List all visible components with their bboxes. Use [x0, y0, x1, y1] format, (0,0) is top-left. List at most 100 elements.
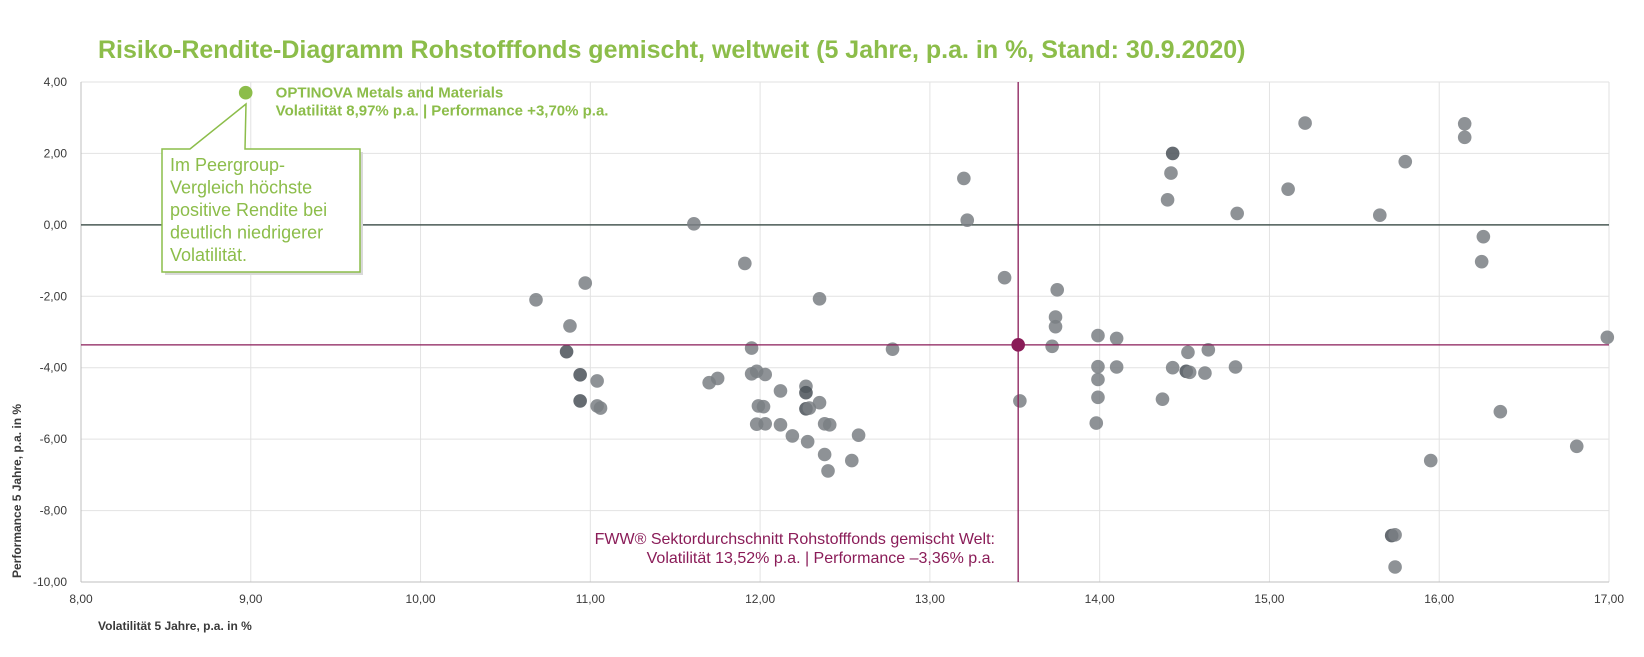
x-axis-label: Volatilität 5 Jahre, p.a. in %: [98, 619, 252, 633]
data-point: [1050, 283, 1065, 297]
data-point: [812, 291, 827, 306]
data-point: [590, 374, 604, 388]
y-axis-label: Performance 5 Jahre, p.a. in %: [10, 404, 24, 578]
data-point: [1281, 182, 1295, 196]
data-point: [1388, 560, 1402, 574]
data-point: [800, 434, 815, 449]
data-point: [1091, 359, 1105, 374]
data-point: [957, 171, 971, 186]
y-tick-label: 0,00: [44, 218, 68, 232]
data-point: [817, 447, 832, 462]
y-tick-label: -10,00: [33, 575, 67, 589]
y-tick-label: -4,00: [40, 361, 68, 375]
data-point: [1228, 360, 1243, 374]
y-tick-label: 4,00: [44, 75, 68, 89]
x-tick-label: 8,00: [69, 592, 93, 606]
y-tick-label: -8,00: [40, 504, 68, 518]
data-points: [529, 116, 1615, 574]
data-point: [573, 394, 587, 408]
data-point: [799, 385, 813, 400]
callout-line: Vergleich höchste: [170, 178, 312, 198]
data-point: [773, 384, 788, 398]
y-tick-label: -6,00: [40, 432, 68, 446]
data-point: [1457, 130, 1472, 145]
annotations: OPTINOVA Metals and MaterialsVolatilität…: [81, 82, 1609, 582]
x-tick-label: 15,00: [1254, 592, 1284, 606]
callout-box: [161, 102, 361, 273]
data-point: [1476, 229, 1491, 244]
data-point: [1013, 394, 1027, 408]
data-point: [578, 276, 593, 290]
data-point: [1230, 206, 1244, 221]
data-point: [758, 367, 773, 382]
data-point: [529, 293, 543, 307]
x-tick-label: 12,00: [745, 592, 775, 606]
highlight-detail: Volatilität 8,97% p.a. | Performance +3,…: [276, 103, 609, 120]
data-point: [1398, 154, 1413, 169]
x-tick-label: 13,00: [915, 592, 945, 606]
x-tick-label: 10,00: [406, 592, 436, 606]
average-point: [1011, 338, 1025, 352]
data-point: [1600, 330, 1615, 345]
chart-title: Risiko-Rendite-Diagramm Rohstofffonds ge…: [98, 36, 1245, 64]
data-point: [593, 401, 608, 415]
x-tick-label: 17,00: [1594, 592, 1624, 606]
data-point: [573, 368, 587, 382]
data-point: [1388, 528, 1402, 542]
data-point: [738, 256, 752, 271]
data-point: [1423, 453, 1438, 468]
data-point: [1089, 416, 1104, 430]
x-tick-label: 9,00: [239, 592, 263, 606]
data-point: [1091, 328, 1105, 343]
data-point: [1155, 392, 1170, 406]
data-point: [785, 429, 800, 443]
highlight-point: [238, 85, 253, 100]
callout-line: deutlich niedrigerer: [170, 223, 323, 243]
data-point: [744, 341, 759, 355]
data-point: [1160, 193, 1175, 207]
data-point: [1198, 366, 1212, 380]
data-point: [822, 418, 837, 432]
axes: 8,00 9,00 10,00 11,00 12,00 13,00 14,00 15,00 16…: [33, 75, 1624, 606]
data-point: [1048, 319, 1063, 334]
x-tick-label: 11,00: [576, 592, 605, 606]
data-point: [773, 418, 788, 432]
data-point: [1373, 208, 1387, 223]
data-point: [559, 344, 574, 359]
data-point: [821, 464, 835, 478]
data-point: [1165, 146, 1180, 161]
data-point: [687, 216, 701, 231]
data-point: [1182, 365, 1197, 380]
data-point: [812, 395, 827, 410]
callout-line: Volatilität.: [170, 245, 247, 265]
data-point: [710, 371, 725, 386]
data-point: [1201, 343, 1216, 357]
data-point: [844, 453, 859, 468]
data-point: [1109, 360, 1124, 374]
data-point: [1164, 166, 1178, 180]
callout-line: positive Rendite bei: [170, 200, 327, 220]
data-point: [1165, 360, 1180, 375]
data-point: [1091, 372, 1105, 387]
data-point: [960, 213, 975, 228]
data-point: [1569, 439, 1584, 454]
data-point: [885, 342, 900, 356]
data-point: [756, 399, 771, 414]
data-point: [1045, 339, 1059, 354]
data-point: [997, 270, 1012, 285]
data-point: [758, 416, 773, 431]
y-tick-label: -2,00: [40, 289, 68, 303]
data-point: [1091, 390, 1105, 405]
highlight-name: OPTINOVA Metals and Materials: [276, 85, 504, 102]
data-point: [1457, 116, 1472, 131]
data-point: [802, 401, 817, 415]
data-point: [1181, 345, 1195, 360]
data-point: [1109, 331, 1124, 346]
data-point: [563, 319, 577, 333]
data-point: [1474, 254, 1489, 269]
x-tick-label: 16,00: [1424, 592, 1454, 606]
average-label-line1: FWW® Sektordurchschnitt Rohstofffonds ge…: [595, 531, 995, 548]
data-point: [1493, 404, 1508, 419]
y-tick-label: 2,00: [44, 146, 68, 160]
